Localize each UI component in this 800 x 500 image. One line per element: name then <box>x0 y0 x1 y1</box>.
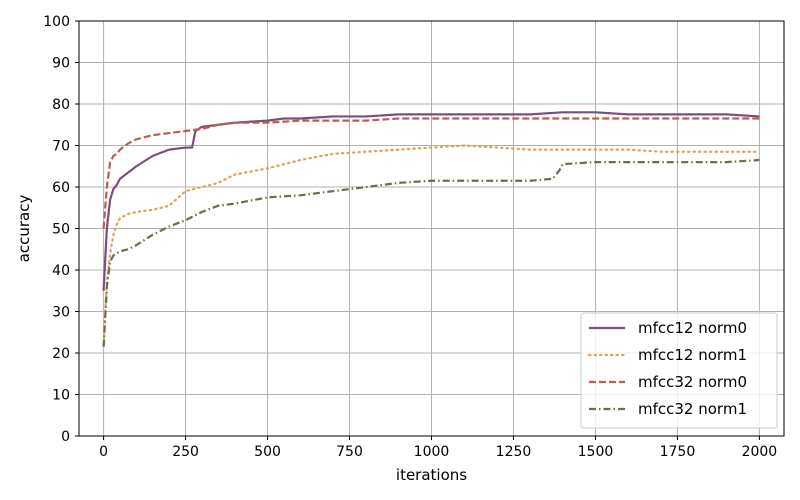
y-tick-label: 40 <box>52 263 70 279</box>
x-tick-label: 0 <box>99 444 108 460</box>
legend-label-mfcc32-norm1: mfcc32 norm1 <box>638 400 747 418</box>
y-axis-label: accuracy <box>15 195 33 263</box>
legend-label-mfcc12-norm1: mfcc12 norm1 <box>638 346 747 364</box>
legend-box <box>580 312 778 429</box>
y-tick-label: 30 <box>52 305 70 321</box>
grid <box>79 20 784 437</box>
x-tick-label: 750 <box>336 444 363 460</box>
legend-label-mfcc32-norm0: mfcc32 norm0 <box>638 373 747 391</box>
legend: mfcc12 norm0 mfcc12 norm1 mfcc32 norm0 m… <box>580 312 778 429</box>
x-tick-label: 500 <box>254 444 281 460</box>
x-tick-label: 1000 <box>414 444 450 460</box>
y-tick-label: 60 <box>52 180 70 196</box>
x-tick-label: 1750 <box>660 444 696 460</box>
series-line-mfcc32-norm0 <box>102 117 760 229</box>
y-tick-label: 50 <box>52 222 70 238</box>
legend-label-mfcc12-norm0: mfcc12 norm0 <box>638 319 747 337</box>
y-tick-label: 80 <box>52 97 70 113</box>
y-tick-label: 70 <box>52 139 70 155</box>
x-tick-label: 1250 <box>496 444 532 460</box>
series-line-mfcc12-norm1 <box>102 144 761 346</box>
x-tick-label: 2000 <box>742 444 778 460</box>
series-line-mfcc12-norm0 <box>102 111 760 291</box>
y-tick-label: 90 <box>52 56 70 72</box>
plot-frame <box>78 20 785 437</box>
y-tick-label: 0 <box>61 429 70 445</box>
series-group <box>102 111 761 347</box>
x-tick-label: 1500 <box>578 444 614 460</box>
x-tick-label: 250 <box>172 444 199 460</box>
y-tick-label: 20 <box>52 346 70 362</box>
ticks: 0 250 500 750 1000 1250 1500 1750 2000 0 10 20 30 40 5… <box>43 14 777 460</box>
series-line-mfcc32-norm1 <box>102 158 760 347</box>
y-tick-label: 10 <box>52 388 70 404</box>
y-tick-label: 100 <box>43 14 70 30</box>
x-axis-label: iterations <box>396 466 467 484</box>
